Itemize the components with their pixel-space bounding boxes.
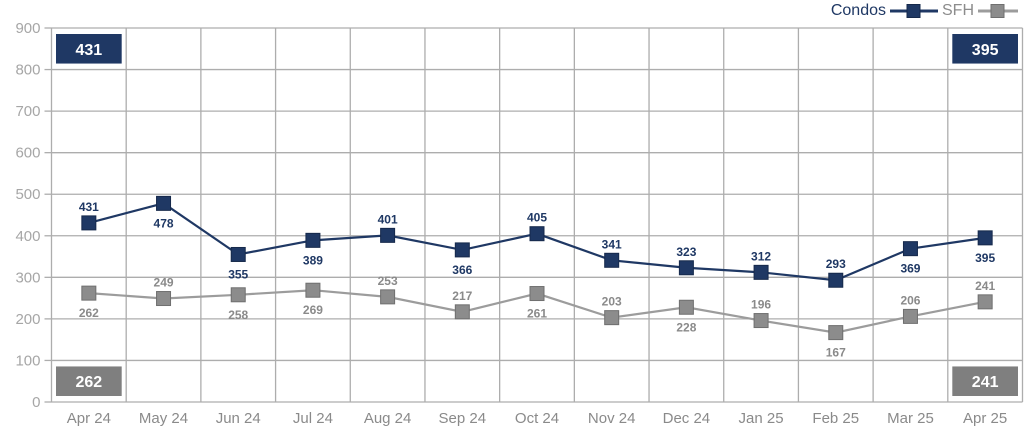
condos-marker xyxy=(977,230,993,246)
x-axis-label: Nov 24 xyxy=(588,410,636,427)
sfh-data-label: 167 xyxy=(826,346,846,360)
sfh-data-label: 249 xyxy=(154,276,174,290)
condos-marker xyxy=(902,241,918,257)
value-badge-text: 241 xyxy=(972,374,999,391)
sfh-marker xyxy=(230,287,246,303)
y-axis-label: 800 xyxy=(15,62,40,79)
legend-label-condos: Condos xyxy=(830,2,886,19)
value-badge-text: 262 xyxy=(75,374,102,391)
condos-data-label: 478 xyxy=(154,216,174,230)
x-axis-label: Sep 24 xyxy=(439,410,487,427)
sfh-marker xyxy=(305,282,321,298)
sfh-marker xyxy=(380,289,396,305)
sfh-data-label: 196 xyxy=(751,298,771,312)
sfh-data-label: 203 xyxy=(602,295,622,309)
legend-item-sfh: SFH xyxy=(942,2,1018,20)
condos-data-label: 341 xyxy=(602,237,622,251)
value-badge-text: 395 xyxy=(972,42,999,59)
condos-marker xyxy=(81,215,97,231)
x-axis-label: Jun 24 xyxy=(216,410,261,427)
chart-legend: Condos SFH xyxy=(831,2,1018,20)
condos-data-label: 355 xyxy=(228,267,248,281)
y-axis-label: 100 xyxy=(15,352,40,369)
condos-marker xyxy=(454,242,470,258)
condos-marker xyxy=(529,226,545,242)
sfh-data-label: 258 xyxy=(228,308,248,322)
condos-data-label: 369 xyxy=(900,262,920,276)
condos-marker xyxy=(678,260,694,276)
sfh-data-label: 269 xyxy=(303,303,323,317)
x-axis-label: Jan 25 xyxy=(739,410,784,427)
sfh-data-label: 241 xyxy=(975,279,995,293)
x-axis-label: Dec 24 xyxy=(663,410,711,427)
sfh-marker xyxy=(753,313,769,329)
condos-data-label: 401 xyxy=(378,212,398,226)
sfh-marker xyxy=(454,304,470,320)
condos-data-label: 293 xyxy=(826,257,846,271)
value-badge-bottom-right xyxy=(952,366,1018,396)
condos-data-label: 431 xyxy=(79,200,99,214)
sfh-data-label: 228 xyxy=(676,320,696,334)
sfh-marker xyxy=(81,285,97,301)
sfh-data-label: 261 xyxy=(527,307,547,321)
y-axis-label: 400 xyxy=(15,228,40,245)
sfh-data-label: 262 xyxy=(79,306,99,320)
sfh-marker xyxy=(828,325,844,341)
condos-marker xyxy=(604,252,620,268)
value-badge-top-right xyxy=(952,34,1018,64)
condos-data-label: 366 xyxy=(452,263,472,277)
sfh-marker xyxy=(678,299,694,315)
y-axis-label: 0 xyxy=(32,394,40,411)
y-axis-label: 900 xyxy=(15,20,40,37)
y-axis-label: 300 xyxy=(15,269,40,286)
x-axis-label: Jul 24 xyxy=(293,410,333,427)
sfh-marker xyxy=(529,286,545,302)
sfh-marker xyxy=(604,310,620,326)
legend-label-sfh: SFH xyxy=(942,2,974,19)
sfh-data-label: 253 xyxy=(378,274,398,288)
condos-marker xyxy=(753,264,769,280)
value-badge-bottom-left xyxy=(56,366,122,396)
condos-line-marker-icon xyxy=(890,4,938,18)
y-axis-label: 200 xyxy=(15,311,40,328)
condos-data-label: 395 xyxy=(975,251,995,265)
sfh-marker xyxy=(156,291,172,307)
x-axis-label: Apr 24 xyxy=(67,410,111,427)
y-axis-label: 700 xyxy=(15,103,40,120)
value-badge-top-left xyxy=(56,34,122,64)
sfh-marker xyxy=(977,294,993,310)
sfh-line-marker-icon xyxy=(978,4,1018,18)
y-axis-label: 600 xyxy=(15,145,40,162)
condos-data-label: 389 xyxy=(303,253,323,267)
condos-marker xyxy=(828,272,844,288)
condos-data-label: 405 xyxy=(527,211,547,225)
condos-marker xyxy=(305,232,321,248)
x-axis-label: Apr 25 xyxy=(963,410,1007,427)
y-axis-label: 500 xyxy=(15,186,40,203)
x-axis-label: Mar 25 xyxy=(887,410,934,427)
sfh-data-label: 217 xyxy=(452,289,472,303)
value-badge-text: 431 xyxy=(75,42,102,59)
condos-data-label: 312 xyxy=(751,249,771,263)
x-axis-label: May 24 xyxy=(139,410,188,427)
sfh-data-label: 206 xyxy=(900,293,920,307)
condos-marker xyxy=(156,195,172,211)
legend-item-condos: Condos xyxy=(831,2,938,20)
condos-marker xyxy=(230,246,246,262)
x-axis-label: Oct 24 xyxy=(515,410,559,427)
condos-marker xyxy=(380,227,396,243)
sfh-marker xyxy=(902,308,918,324)
condos-data-label: 323 xyxy=(676,245,696,259)
x-axis-label: Aug 24 xyxy=(364,410,412,427)
x-axis-label: Feb 25 xyxy=(812,410,859,427)
